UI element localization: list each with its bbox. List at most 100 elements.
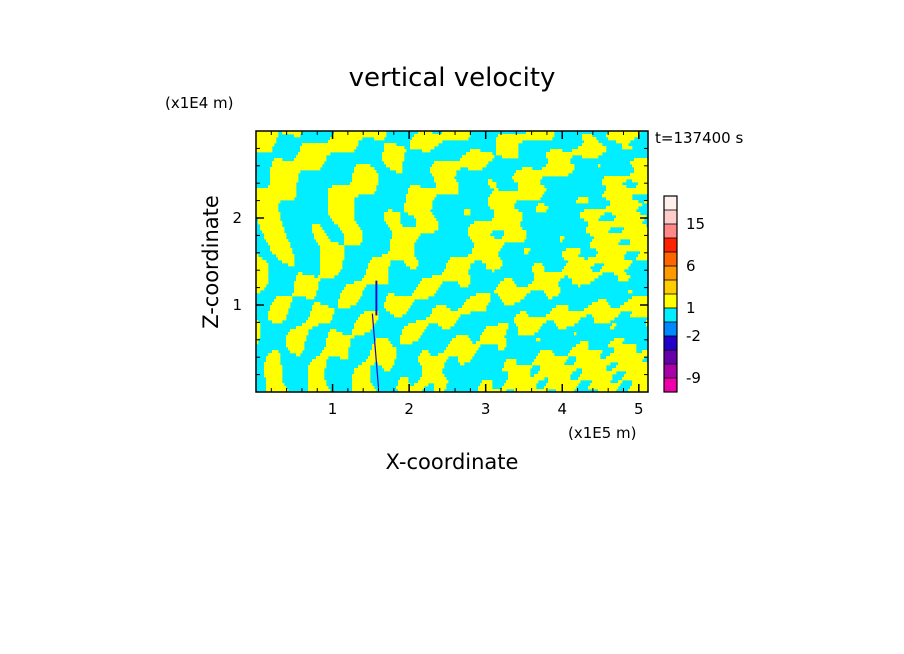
field-cell	[278, 227, 281, 231]
field-cell	[478, 230, 481, 234]
field-cell	[588, 308, 591, 312]
field-cell	[506, 302, 509, 306]
field-cell	[326, 254, 329, 258]
field-cell	[646, 239, 648, 243]
field-cell	[266, 227, 269, 231]
field-cell	[472, 257, 475, 261]
field-cell	[424, 200, 427, 204]
field-cell	[486, 152, 489, 156]
field-cell	[500, 146, 503, 150]
field-cell	[550, 287, 553, 291]
field-cell	[580, 275, 583, 279]
field-cell	[618, 260, 621, 264]
field-cell	[584, 281, 587, 285]
field-cell	[496, 242, 499, 246]
field-cell	[614, 131, 617, 135]
field-cell	[348, 293, 351, 297]
field-cell	[270, 167, 273, 171]
field-cell	[460, 260, 463, 264]
field-cell	[340, 197, 343, 201]
field-cell	[474, 152, 477, 156]
field-cell	[424, 206, 427, 210]
field-cell	[372, 188, 375, 192]
field-cell	[516, 218, 519, 222]
field-cell	[478, 161, 481, 165]
field-cell	[318, 227, 321, 231]
field-cell	[376, 176, 379, 180]
field-cell	[424, 284, 427, 288]
field-cell	[528, 197, 531, 201]
field-cell	[264, 224, 267, 228]
field-cell	[594, 227, 597, 231]
field-cell	[628, 212, 631, 216]
field-cell	[392, 227, 395, 231]
field-cell	[604, 194, 607, 198]
field-cell	[616, 257, 619, 261]
field-cell	[256, 254, 259, 258]
field-cell	[582, 272, 585, 276]
field-cell	[592, 212, 595, 216]
field-cell	[268, 227, 271, 231]
field-cell	[344, 206, 347, 210]
field-cell	[264, 236, 267, 240]
field-cell	[638, 173, 641, 177]
field-cell	[514, 224, 517, 228]
field-cell	[272, 167, 275, 171]
field-cell	[370, 179, 373, 183]
field-cell	[418, 218, 421, 222]
field-cell	[430, 200, 433, 204]
field-cell	[478, 305, 481, 309]
field-cell	[274, 197, 277, 201]
field-cell	[356, 185, 359, 189]
field-cell	[312, 287, 315, 291]
field-cell	[372, 266, 375, 270]
field-cell	[622, 269, 625, 273]
field-cell	[402, 257, 405, 261]
field-cell	[566, 305, 569, 309]
field-cell	[404, 254, 407, 258]
field-cell	[570, 251, 573, 255]
field-cell	[546, 287, 549, 291]
field-cell	[380, 272, 383, 276]
field-cell	[574, 278, 577, 282]
field-cell	[478, 296, 481, 300]
field-cell	[276, 185, 279, 189]
field-cell	[642, 158, 645, 162]
field-cell	[374, 185, 377, 189]
field-cell	[436, 176, 439, 180]
chart-title: vertical velocity	[349, 63, 556, 93]
field-cell	[340, 203, 343, 207]
field-cell	[262, 221, 265, 225]
field-cell	[368, 182, 371, 186]
field-cell	[512, 281, 515, 285]
field-cell	[612, 242, 615, 246]
field-cell	[470, 152, 473, 156]
field-cell	[338, 215, 341, 219]
field-cell	[610, 248, 613, 252]
field-cell	[272, 227, 275, 231]
field-cell	[268, 191, 271, 195]
field-cell	[274, 188, 277, 192]
field-cell	[500, 137, 503, 141]
field-cell	[448, 275, 451, 279]
field-cell	[572, 266, 575, 270]
field-cell	[370, 263, 373, 267]
field-cell	[338, 248, 341, 252]
field-cell	[516, 140, 519, 144]
field-cell	[614, 137, 617, 141]
field-cell	[624, 233, 627, 237]
field-cell	[588, 146, 591, 150]
field-cell	[352, 212, 355, 216]
field-cell	[336, 200, 339, 204]
field-cell	[590, 215, 593, 219]
field-cell	[526, 167, 529, 171]
field-cell	[608, 221, 611, 225]
field-cell	[498, 221, 501, 225]
field-cell	[294, 293, 297, 297]
field-cell	[386, 149, 389, 153]
field-cell	[492, 218, 495, 222]
field-cell	[486, 296, 489, 300]
field-cell	[600, 236, 603, 240]
field-cell	[408, 191, 411, 195]
field-cell	[408, 248, 411, 252]
